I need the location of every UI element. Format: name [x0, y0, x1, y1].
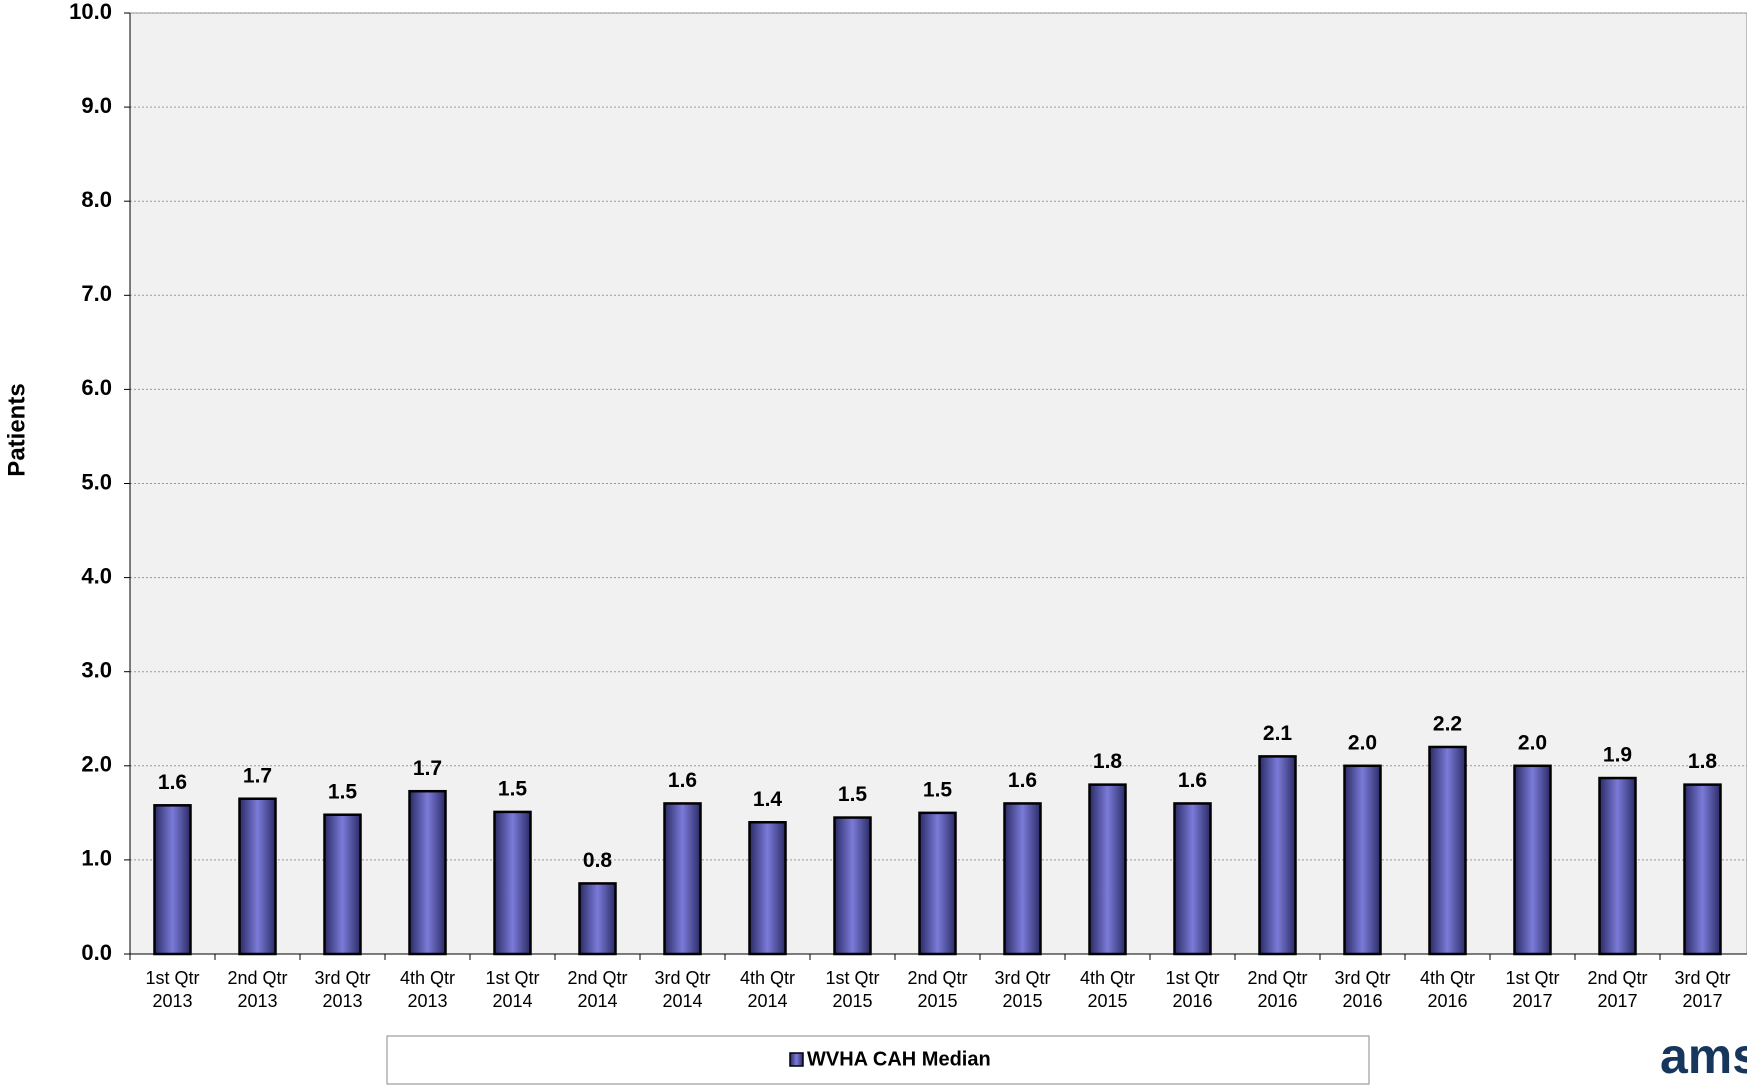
bar	[833, 816, 872, 956]
bar	[1343, 764, 1382, 956]
bar	[663, 802, 702, 956]
bar	[1088, 783, 1127, 956]
x-tick-label: 2nd Qtr 2016	[1247, 968, 1307, 1011]
x-tick-label: 1st Qtr 2015	[825, 968, 879, 1011]
bar	[1003, 802, 1042, 956]
y-tick-label: 1.0	[81, 846, 112, 871]
data-label: 1.5	[923, 778, 953, 801]
x-tick-label: 1st Qtr 2014	[485, 968, 539, 1011]
data-label: 1.6	[158, 771, 187, 794]
logo: ams	[1660, 1028, 1747, 1084]
x-tick-label: 2nd Qtr 2014	[567, 968, 627, 1011]
data-label: 1.6	[1178, 769, 1207, 792]
y-tick-label: 2.0	[81, 752, 112, 777]
bar	[578, 882, 617, 956]
bar	[1598, 776, 1637, 956]
x-tick-label: 3rd Qtr 2013	[314, 968, 370, 1011]
x-tick-label: 1st Qtr 2017	[1505, 968, 1559, 1011]
x-tick-label: 3rd Qtr 2016	[1334, 968, 1390, 1011]
x-tick-label: 3rd Qtr 2017	[1674, 968, 1730, 1011]
data-label: 1.5	[498, 777, 528, 800]
data-label: 1.5	[328, 780, 358, 803]
data-label: 1.8	[1093, 750, 1123, 773]
bar	[748, 821, 787, 956]
bar	[1428, 745, 1467, 956]
y-axis-label: Patients	[3, 383, 30, 476]
legend-label: WVHA CAH Median	[807, 1048, 991, 1070]
y-tick-label: 7.0	[81, 281, 112, 306]
data-label: 2.0	[1518, 731, 1547, 754]
x-tick-label: 4th Qtr 2013	[400, 968, 455, 1011]
legend-swatch	[789, 1052, 804, 1067]
x-tick-label: 4th Qtr 2014	[740, 968, 795, 1011]
data-label: 0.8	[583, 849, 613, 872]
data-label: 1.7	[243, 764, 272, 787]
x-tick-label: 3rd Qtr 2015	[994, 968, 1050, 1011]
data-label: 1.8	[1688, 750, 1718, 773]
bar	[408, 789, 447, 956]
data-label: 1.6	[668, 769, 697, 792]
legend	[386, 1035, 1370, 1085]
x-tick-label: 1st Qtr 2016	[1165, 968, 1219, 1011]
bar	[238, 797, 277, 956]
y-tick-label: 8.0	[81, 187, 112, 212]
bar	[1173, 802, 1212, 956]
data-label: 1.7	[413, 757, 442, 780]
bar	[153, 804, 192, 956]
x-tick-label: 2nd Qtr 2017	[1587, 968, 1647, 1011]
x-tick-label: 4th Qtr 2016	[1420, 968, 1475, 1011]
y-tick-label: 4.0	[81, 563, 112, 588]
data-label: 1.4	[753, 788, 783, 811]
x-tick-label: 2nd Qtr 2015	[907, 968, 967, 1011]
x-tick-label: 3rd Qtr 2014	[654, 968, 710, 1011]
bar	[1683, 783, 1722, 956]
data-label: 1.9	[1603, 744, 1632, 767]
x-tick-label: 1st Qtr 2013	[145, 968, 199, 1011]
bar	[1258, 755, 1297, 956]
y-tick-label: 3.0	[81, 658, 112, 683]
bar	[918, 811, 957, 956]
data-label: 2.0	[1348, 731, 1377, 754]
data-label: 2.2	[1433, 713, 1462, 736]
x-tick-label: 4th Qtr 2015	[1080, 968, 1135, 1011]
y-tick-label: 6.0	[81, 375, 112, 400]
y-tick-label: 10.0	[69, 0, 112, 24]
y-tick-label: 9.0	[81, 93, 112, 118]
bar	[323, 813, 362, 956]
data-label: 2.1	[1263, 722, 1293, 745]
y-tick-label: 0.0	[81, 940, 112, 965]
bar	[1513, 764, 1552, 956]
bar	[493, 810, 532, 956]
y-tick-label: 5.0	[81, 469, 112, 494]
data-label: 1.6	[1008, 769, 1037, 792]
data-label: 1.5	[838, 783, 868, 806]
x-tick-label: 2nd Qtr 2013	[227, 968, 287, 1011]
